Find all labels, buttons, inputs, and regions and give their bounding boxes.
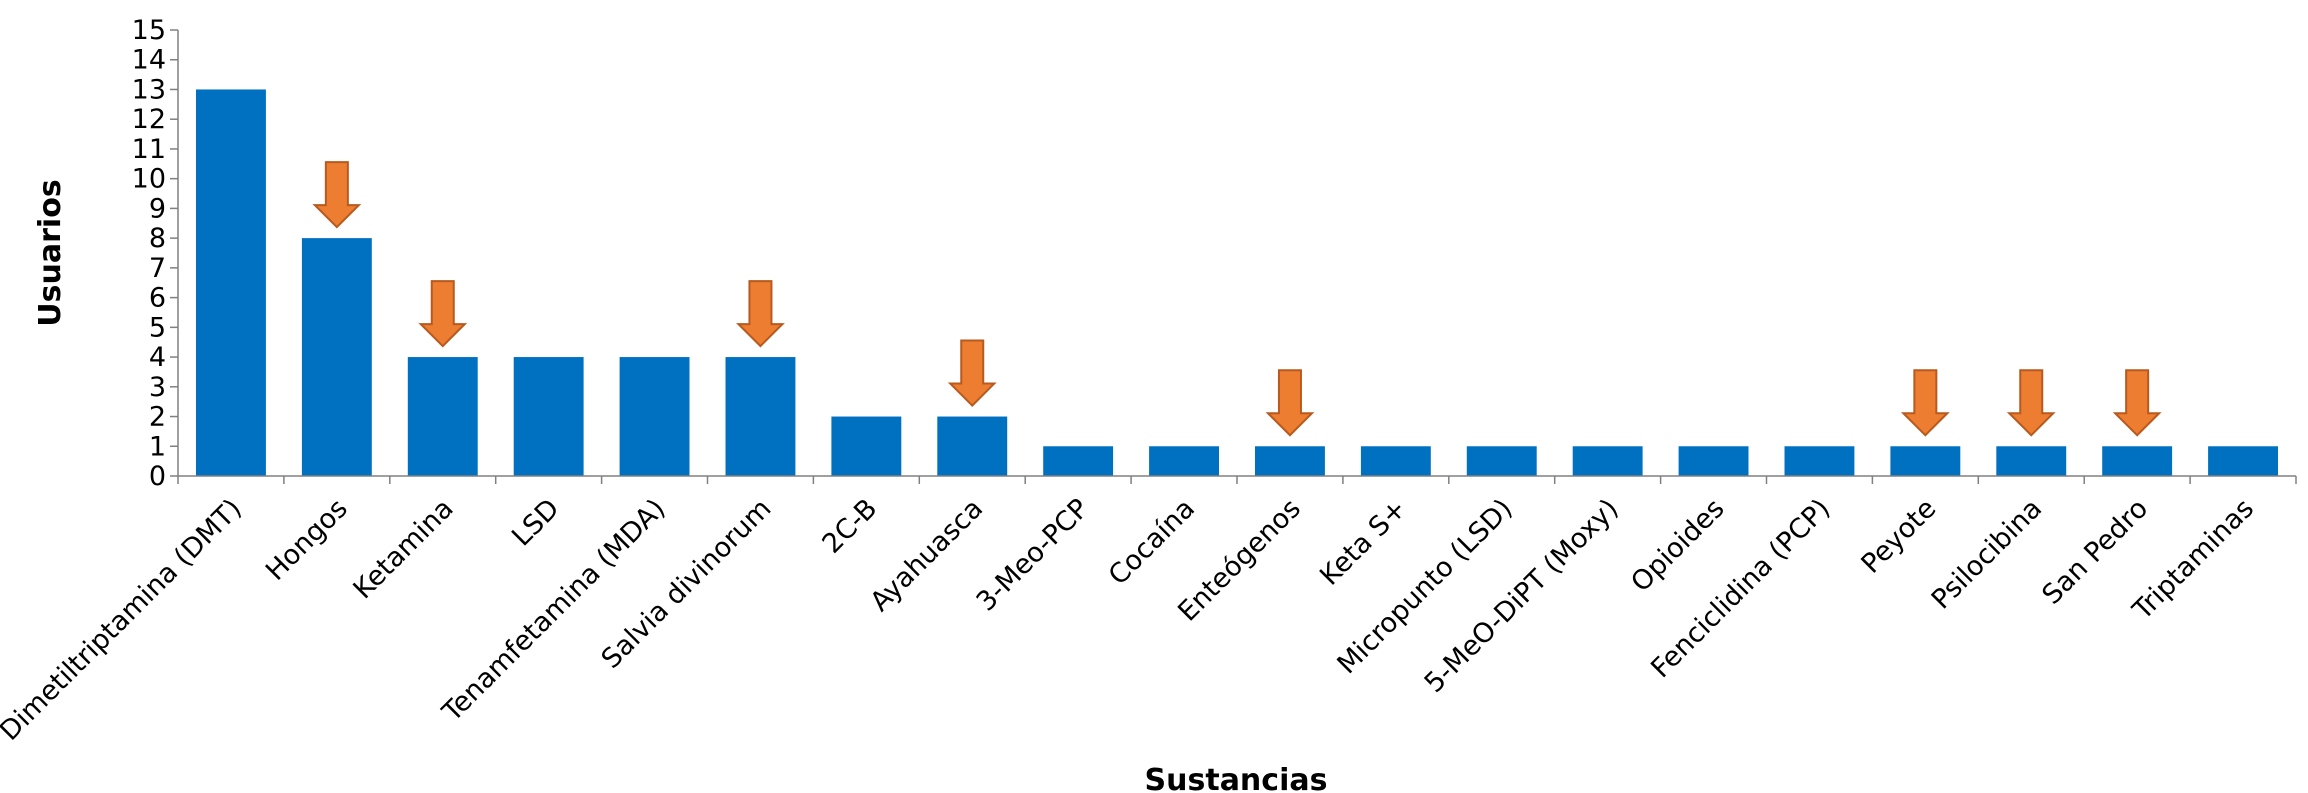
bar-ente-genos (1255, 446, 1325, 476)
category-label: Keta S+ (1314, 493, 1413, 592)
category-label: Psilocibina (1926, 493, 2048, 615)
category-label: Dimetiltriptamina (DMT) (0, 493, 248, 747)
y-tick-label: 3 (149, 372, 166, 403)
bar-3-meo-pcp (1043, 446, 1114, 476)
bar-salvia-divinorum (725, 357, 796, 476)
y-tick-label: 9 (149, 193, 166, 224)
category-label: 3-Meo-PCP (971, 493, 1095, 617)
y-tick-label: 7 (149, 253, 166, 284)
bars (196, 89, 2278, 476)
bar-dimetiltriptamina-dmt (196, 89, 266, 476)
bar-5-meo-dipt-moxy (1572, 446, 1643, 476)
highlight-arrow-icon (312, 161, 362, 229)
y-tick-label: 6 (149, 283, 166, 314)
y-tick-label: 5 (149, 312, 166, 343)
y-axis-title: Usuarios (33, 179, 68, 326)
bar-tenamfetamina-mda (619, 357, 690, 476)
category-label: San Pedro (2036, 493, 2154, 611)
bar-peyote (1890, 446, 1961, 476)
bar-2c-b (831, 416, 902, 476)
bar-hongos (301, 238, 372, 476)
highlight-arrow-icon (947, 339, 997, 407)
category-label: 5-MeO-DiPT (Moxy) (1419, 493, 1625, 699)
category-label: LSD (506, 493, 565, 552)
highlight-arrow-icon (418, 280, 468, 348)
bar-ayahuasca (937, 416, 1008, 476)
y-tick-label: 13 (132, 74, 166, 105)
bar-ketamina (407, 357, 478, 476)
highlight-arrow-icon (1900, 369, 1950, 437)
category-label: Tenamfetamina (MDA) (436, 493, 671, 728)
y-tick-label: 2 (149, 402, 166, 433)
bar-lsd (513, 357, 584, 476)
highlight-arrow-icon (2006, 369, 2056, 437)
category-label: Cocaína (1103, 493, 1201, 591)
bar-san-pedro (2102, 446, 2173, 476)
highlight-arrow-icon (2112, 369, 2162, 437)
highlight-arrow-icon (1265, 369, 1315, 437)
y-tick-label: 0 (149, 461, 166, 492)
category-label: Fenciclidina (PCP) (1645, 493, 1836, 684)
category-label: Ketamina (348, 493, 460, 605)
y-tick-label: 1 (149, 431, 166, 462)
highlight-arrow-icon (736, 280, 785, 348)
highlight-arrows (312, 161, 2162, 437)
y-tick-label: 14 (132, 45, 166, 76)
category-label: Peyote (1856, 493, 1943, 580)
bar-coca-na (1149, 446, 1219, 476)
y-tick-label: 12 (132, 104, 166, 135)
y-tick-label: 4 (149, 342, 166, 373)
y-tick-label: 15 (132, 15, 166, 46)
y-tick-label: 11 (132, 134, 166, 165)
category-label: Micropunto (LSD) (1331, 493, 1518, 680)
x-axis-title: Sustancias (1145, 763, 1328, 793)
category-label: Opioides (1625, 493, 1730, 598)
bar-triptaminas (2208, 446, 2278, 476)
bar-micropunto-lsd (1466, 446, 1537, 476)
category-label: Hongos (260, 493, 354, 587)
bar-fenciclidina-pcp (1784, 446, 1855, 476)
y-tick-label: 10 (132, 164, 166, 195)
category-label: 2C-B (817, 493, 884, 560)
bar-psilocibina (1996, 446, 2067, 476)
bar-keta-s (1360, 446, 1431, 476)
bar-opioides (1678, 446, 1749, 476)
category-label: Ayahuasca (864, 493, 989, 618)
y-tick-label: 8 (149, 223, 166, 254)
